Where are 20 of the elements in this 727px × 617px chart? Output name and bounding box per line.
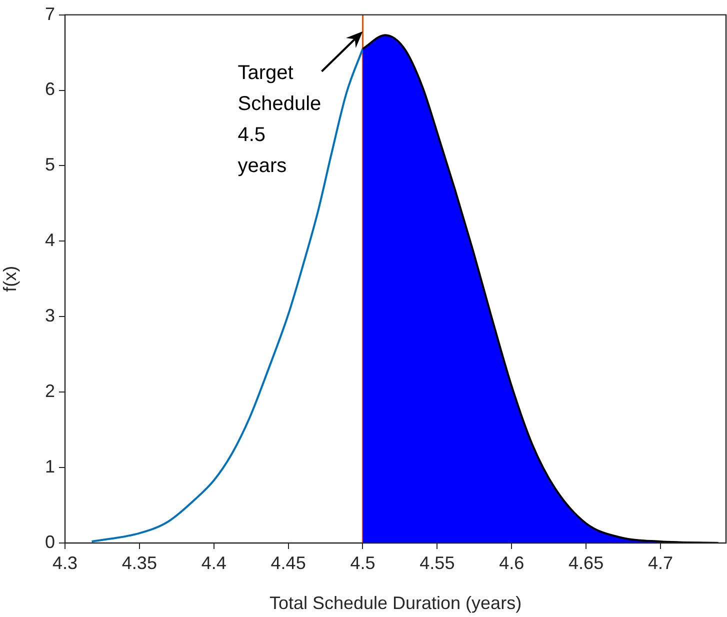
x-tick-label: 4.55 (420, 552, 455, 573)
y-tick-label: 3 (44, 306, 55, 326)
annotation: Target Schedule 4.5 years (238, 62, 322, 177)
x-tick-label: 4.45 (270, 552, 306, 573)
y-tick-label: 2 (44, 381, 55, 402)
y-tick-label: 6 (44, 79, 55, 100)
x-tick-label: 4.35 (122, 552, 157, 573)
x-tick-label: 4.5 (350, 552, 376, 573)
y-tick-label: 0 (44, 532, 55, 552)
x-axis-title: Total Schedule Duration (years) (269, 593, 522, 614)
y-tick-label: 4 (44, 230, 55, 250)
x-tick-label: 4.65 (568, 552, 604, 573)
x-tick-label: 4.6 (499, 552, 524, 573)
y-tick-label: 7 (44, 4, 55, 24)
x-tick-label: 4.3 (52, 552, 78, 573)
y-axis-title: f(x) (0, 266, 20, 292)
x-tick-label: 4.7 (648, 552, 674, 573)
y-tick-label: 1 (44, 456, 55, 477)
y-tick-label: 5 (44, 154, 55, 175)
x-tick-label: 4.4 (201, 552, 226, 573)
